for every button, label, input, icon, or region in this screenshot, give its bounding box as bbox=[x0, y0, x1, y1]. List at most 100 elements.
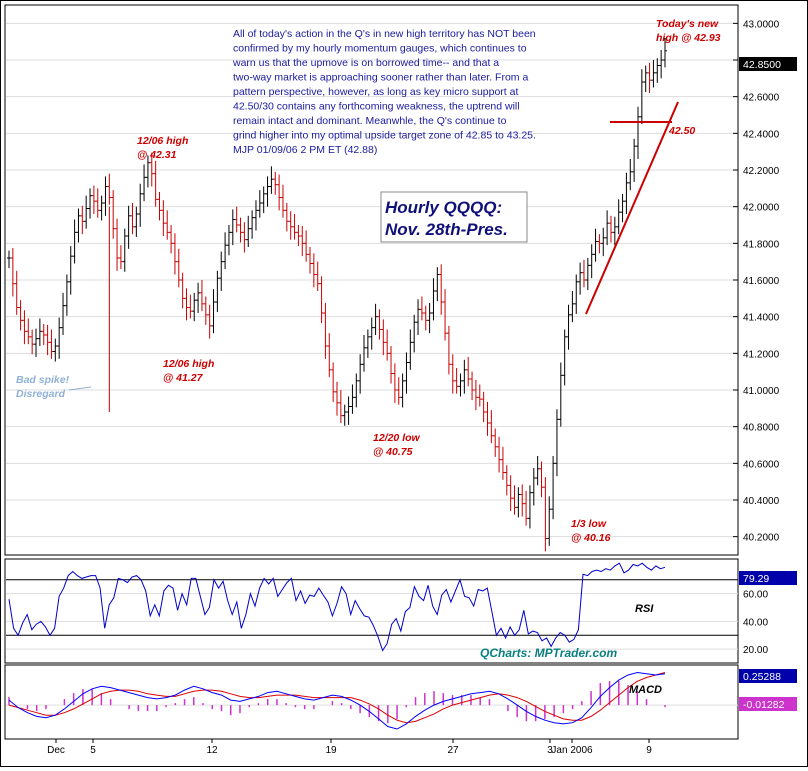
price-bar bbox=[61, 292, 66, 335]
price-bar bbox=[663, 38, 667, 68]
x-tick-label: 27 bbox=[447, 745, 459, 756]
price-bar bbox=[130, 203, 135, 235]
price-bar bbox=[419, 296, 424, 321]
annotation-low-0103: 1/3 low bbox=[571, 518, 607, 530]
price-bar bbox=[659, 49, 664, 79]
price-bars bbox=[7, 38, 667, 552]
price-bar bbox=[504, 465, 509, 496]
price-bar bbox=[350, 384, 355, 414]
price-bar bbox=[122, 228, 127, 272]
price-bar bbox=[250, 210, 255, 239]
commentary-line: All of today's action in the Q's in new … bbox=[233, 28, 536, 40]
price-bar bbox=[296, 225, 301, 247]
price-bar bbox=[585, 258, 590, 291]
price-bar bbox=[265, 176, 270, 207]
price-bar bbox=[558, 362, 563, 427]
price-bar bbox=[68, 246, 73, 295]
rsi-indicator: 60.00 40.00 20.00 bbox=[6, 562, 768, 656]
price-bar bbox=[134, 206, 139, 237]
price-bar bbox=[385, 329, 390, 361]
commentary-line: 42.50/30 contains any forthcoming weakne… bbox=[233, 101, 520, 113]
price-bar bbox=[103, 176, 108, 216]
price-bar bbox=[635, 106, 640, 159]
price-tick-label: 41.8000 bbox=[743, 239, 780, 250]
price-bar bbox=[118, 245, 123, 269]
annotation-high-1206-b: 12/06 high bbox=[163, 358, 214, 370]
price-bar bbox=[138, 183, 143, 227]
price-bar bbox=[531, 467, 536, 506]
price-bar bbox=[477, 384, 482, 407]
x-tick-label: Dec bbox=[47, 745, 65, 756]
price-bar bbox=[234, 206, 239, 233]
price-bar bbox=[593, 228, 598, 262]
price-bar bbox=[562, 329, 567, 386]
annotation-todays-high: Today's new bbox=[656, 18, 719, 30]
price-tick-label: 41.6000 bbox=[743, 276, 780, 287]
price-bar bbox=[292, 214, 297, 240]
price-bar bbox=[315, 261, 320, 291]
price-tick-label: 42.2000 bbox=[743, 166, 780, 177]
price-bar bbox=[512, 485, 517, 515]
price-bar bbox=[145, 155, 150, 188]
price-bar bbox=[554, 409, 559, 477]
rsi-tick-label: 60.00 bbox=[743, 590, 768, 601]
price-bar bbox=[373, 303, 378, 335]
annotation-bad-spike: Bad spike! bbox=[16, 374, 70, 386]
price-bar bbox=[323, 302, 328, 359]
price-bar bbox=[280, 184, 285, 218]
price-bar bbox=[574, 274, 579, 314]
annotation-high-1206-a-value: @ 42.31 bbox=[137, 149, 177, 161]
macd-last-badge bbox=[739, 669, 797, 683]
price-bar bbox=[192, 292, 197, 322]
price-bar bbox=[45, 324, 50, 356]
price-bar bbox=[493, 428, 498, 457]
price-bar bbox=[589, 244, 594, 279]
price-bar bbox=[211, 289, 216, 334]
price-bar bbox=[242, 222, 247, 253]
price-bar bbox=[342, 404, 347, 426]
price-tick-label: 41.4000 bbox=[743, 313, 780, 324]
price-bar bbox=[620, 193, 625, 223]
price-bar bbox=[369, 317, 374, 350]
price-bar bbox=[462, 359, 467, 394]
price-bar bbox=[377, 309, 382, 340]
price-bar bbox=[524, 490, 529, 526]
rsi-panel bbox=[4, 558, 739, 664]
price-bar bbox=[30, 329, 35, 355]
price-bar bbox=[253, 200, 258, 231]
x-tick-label: 19 bbox=[325, 745, 337, 756]
price-bar bbox=[578, 262, 583, 295]
price-bar bbox=[319, 276, 324, 324]
price-bar bbox=[7, 250, 11, 269]
price-tick-label: 41.0000 bbox=[743, 386, 780, 397]
price-bar bbox=[416, 299, 421, 335]
commentary-line: MJP 01/09/06 2 PM ET (42.88) bbox=[233, 144, 377, 156]
price-bar bbox=[307, 247, 312, 274]
price-bar bbox=[84, 195, 89, 229]
price-bar bbox=[115, 218, 120, 271]
price-bar bbox=[223, 232, 228, 269]
macd-indicator bbox=[6, 671, 738, 730]
price-bar bbox=[226, 225, 231, 256]
price-bar bbox=[207, 304, 212, 339]
price-bar bbox=[473, 379, 478, 411]
price-bar bbox=[288, 211, 293, 240]
price-bar bbox=[489, 410, 494, 444]
trend-line bbox=[585, 101, 679, 315]
price-bar bbox=[358, 354, 363, 394]
macd-label: MACD bbox=[629, 684, 662, 696]
x-tick-label: 12 bbox=[206, 745, 218, 756]
price-bar bbox=[470, 371, 475, 401]
price-bar bbox=[311, 253, 316, 288]
price-bar bbox=[304, 230, 309, 262]
price-bar bbox=[508, 475, 513, 511]
price-bar bbox=[408, 329, 413, 370]
price-bar bbox=[392, 363, 397, 403]
commentary-line: pattern perspective, however, as long as… bbox=[233, 86, 518, 98]
price-bar bbox=[516, 487, 521, 518]
price-bar bbox=[95, 188, 100, 218]
price-bar bbox=[196, 282, 201, 313]
price-bar bbox=[80, 205, 85, 235]
price-bar bbox=[412, 314, 417, 353]
